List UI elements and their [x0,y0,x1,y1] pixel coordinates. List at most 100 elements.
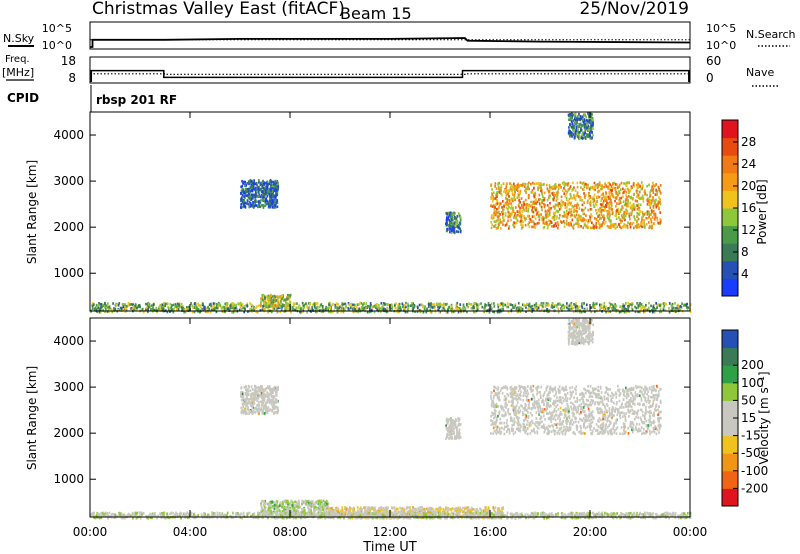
data-cell [609,221,612,224]
data-cell [558,399,560,402]
data-cell [583,192,585,195]
data-cell [625,204,628,208]
data-cell [493,209,496,212]
data-cell [496,396,499,400]
data-cell [512,223,514,227]
data-cell [272,398,275,402]
data-cell [648,301,650,305]
data-cell [599,216,601,220]
data-cell [569,116,572,120]
data-cell [521,411,524,414]
data-cell [507,192,509,196]
data-cell [565,219,568,222]
data-cell [184,310,187,314]
data-cell [632,428,635,432]
data-cell [640,408,642,412]
data-cell [437,302,440,306]
data-cell [632,430,634,434]
data-cell [447,224,450,227]
data-cell [452,310,455,314]
data-cell [555,217,558,220]
data-cell [525,429,527,432]
colorbar-tick-label: 12 [741,223,756,237]
data-cell [147,302,150,305]
data-cell [566,397,569,400]
data-cell [359,301,362,305]
data-cell [158,304,161,308]
data-cell [507,408,510,411]
data-cell [626,224,629,228]
data-cell [380,308,383,311]
data-cell [504,402,507,406]
data-cell [624,203,627,206]
data-cell [232,307,235,310]
data-cell [224,302,227,306]
data-cell [582,116,585,120]
data-cell [528,225,531,228]
data-cell [602,199,605,203]
data-cell [637,193,640,197]
data-cell [590,399,593,402]
data-cell [567,131,570,135]
data-cell [607,197,610,201]
data-cell [95,303,98,307]
data-cell [636,223,638,227]
data-cell [655,198,657,202]
data-cell [231,306,233,310]
data-cell [652,308,655,311]
data-cell [607,195,610,199]
data-cell [606,201,608,204]
data-cell [641,194,644,198]
data-cell [635,386,638,389]
data-cell [625,310,627,314]
data-cell [198,310,201,314]
data-cell [276,295,278,298]
data-cell [608,407,611,410]
data-cell [253,181,255,185]
data-cell [580,127,582,130]
data-cell [533,214,535,218]
data-cell [625,183,628,187]
data-cell [566,198,568,201]
data-cell [538,182,540,185]
data-cell [532,225,534,229]
data-cell [214,307,216,310]
data-cell [618,190,620,193]
data-cell [525,306,527,309]
data-cell [289,294,291,297]
data-cell [263,303,266,307]
data-cell [629,217,631,221]
data-cell [98,307,101,310]
data-cell [602,214,605,217]
data-cell [642,200,645,203]
data-cell [646,217,649,220]
data-cell [541,192,543,196]
data-cell [201,307,204,311]
data-cell [654,425,657,428]
data-cell [260,408,263,412]
data-cell [148,306,150,309]
data-cell [232,304,234,308]
data-cell [589,118,592,122]
data-cell [637,203,640,206]
data-cell [628,304,630,308]
data-cell [529,204,532,208]
data-cell [652,399,655,403]
data-cell [580,225,582,228]
data-cell [142,310,145,314]
data-cell [530,191,533,194]
data-cell [443,308,446,311]
data-cell [570,301,573,305]
data-cell [269,400,271,404]
data-cell [453,224,455,228]
data-cell [520,197,523,200]
data-cell [657,185,660,189]
data-cell [502,200,504,203]
data-cell [584,193,587,197]
data-cell [260,385,262,389]
data-cell [551,225,553,228]
data-cell [523,209,526,212]
data-cell [612,224,614,227]
data-cell [645,405,647,409]
data-cell [252,201,254,204]
